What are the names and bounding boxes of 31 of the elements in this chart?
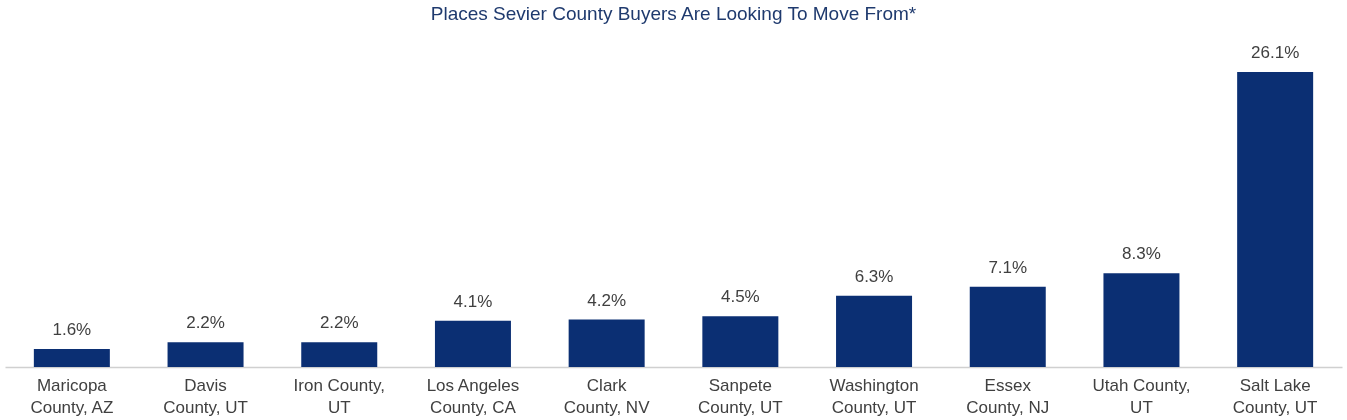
x-tick-label: Essex County, NJ (966, 375, 1050, 417)
data-label: 7.1% (988, 257, 1028, 277)
bar (1103, 273, 1180, 367)
x-tick-label: Washington County, UT (829, 375, 919, 417)
x-tick-label: Los Angeles County, CA (426, 375, 520, 417)
x-tick-label: Clark County, NV (563, 375, 651, 417)
x-tick-label: Davis County, UT (163, 375, 248, 417)
bar (836, 295, 913, 367)
bar (1237, 72, 1314, 367)
data-label: 4.1% (453, 291, 493, 311)
bar (568, 319, 645, 367)
data-label: 4.5% (720, 287, 760, 307)
x-tick-label: Maricopa County, AZ (30, 375, 114, 417)
x-tick-label: Sanpete County, UT (697, 375, 783, 417)
chart-title: Places Sevier County Buyers Are Looking To Move From* (430, 3, 917, 24)
bar (167, 342, 244, 367)
x-tick-label: Utah County, UT (1092, 375, 1191, 417)
bar (33, 348, 110, 367)
bar (301, 342, 378, 367)
x-tick-label: Salt Lake County, UT (1232, 375, 1318, 417)
data-label: 2.2% (186, 313, 225, 333)
bar (702, 316, 779, 367)
data-label: 4.2% (587, 290, 627, 310)
data-label: 1.6% (52, 319, 92, 339)
data-label: 8.3% (1122, 244, 1161, 264)
x-tick-label: Iron County, UT (293, 375, 385, 417)
data-label: 2.2% (319, 313, 359, 333)
data-label: 6.3% (854, 266, 894, 286)
bar (434, 320, 511, 367)
bar (969, 286, 1046, 367)
data-label: 26.1% (1251, 43, 1300, 62)
